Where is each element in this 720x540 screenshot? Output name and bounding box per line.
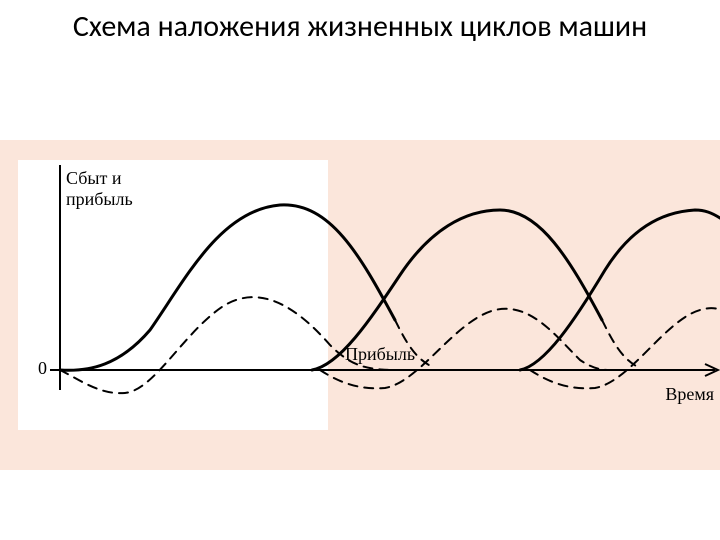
y-axis-label: Сбыт и прибыль [66, 168, 133, 210]
zero-label: 0 [38, 358, 47, 379]
x-axis-label: Время [665, 384, 714, 405]
lifecycle-chart [0, 0, 720, 540]
slide: { "title": { "text": "Схема наложения жи… [0, 0, 720, 540]
profit-label: Прибыль [345, 344, 415, 365]
